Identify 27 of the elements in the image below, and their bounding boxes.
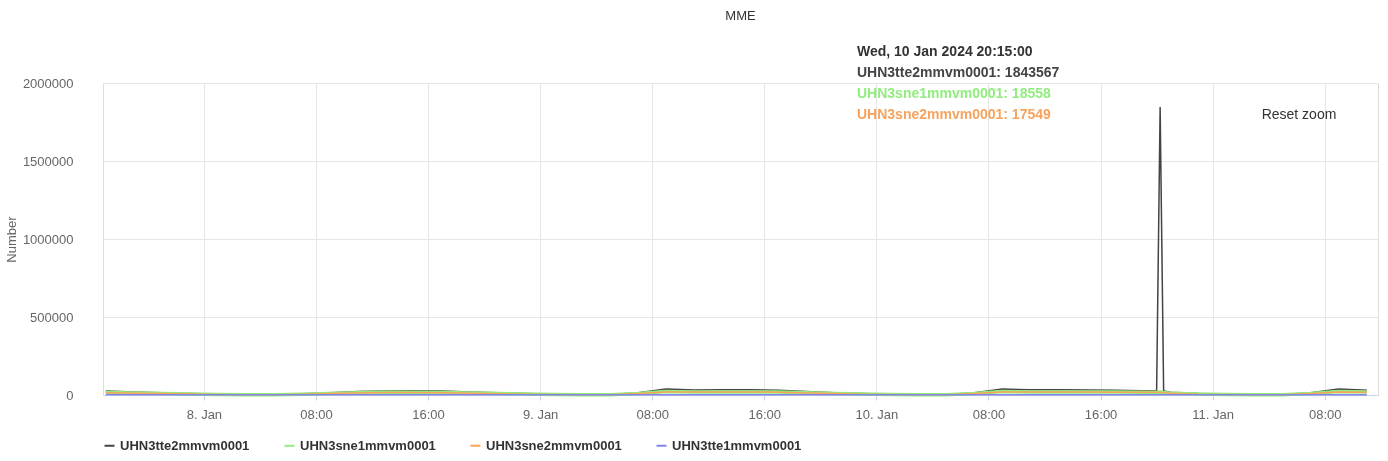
y-tick-label: 2000000 <box>22 75 74 91</box>
x-tick-label: 16:00 <box>748 406 782 422</box>
x-tick-label: 8. Jan <box>186 406 223 422</box>
y-tick-label: 500000 <box>30 309 74 325</box>
text: UHN3tte2mmvm0001: 1843567 <box>857 64 1060 80</box>
y-axis-title: Number <box>3 215 19 263</box>
x-tick-label: 08:00 <box>300 406 333 422</box>
annotation: UHN3sne1mmvm0001: 18558 <box>857 85 1051 101</box>
chart-title: MME <box>725 8 756 23</box>
y-tick-label: 0 <box>66 387 74 403</box>
x-tick-label: 08:00 <box>1308 406 1342 422</box>
x-tick-label: 08:00 <box>972 406 1006 422</box>
legend-label: UHN3tte1mmvm0001 <box>672 437 802 453</box>
annotation: Reset zoom <box>1261 106 1337 122</box>
x-tick-label: 16:00 <box>412 406 445 422</box>
x-tick-label: 16:00 <box>1084 406 1118 422</box>
legend-label: UHN3tte2mmvm0001 <box>120 437 250 453</box>
x-tick-label: 9. Jan <box>522 406 559 422</box>
y-tick-label: 1000000 <box>22 231 74 247</box>
x-tick-label: 11. Jan <box>1192 406 1235 422</box>
legend-label: UHN3sne1mmvm0001 <box>300 437 436 453</box>
x-tick-label: 10. Jan <box>855 406 899 422</box>
x-tick-label: 08:00 <box>636 406 669 422</box>
annotation: UHN3sne2mmvm0001: 17549 <box>857 106 1051 122</box>
text: Wed, 10 Jan 2024 20:15:00 <box>857 43 1033 59</box>
y-tick-label: 1500000 <box>22 153 74 169</box>
legend-label: UHN3sne2mmvm0001 <box>486 437 622 453</box>
